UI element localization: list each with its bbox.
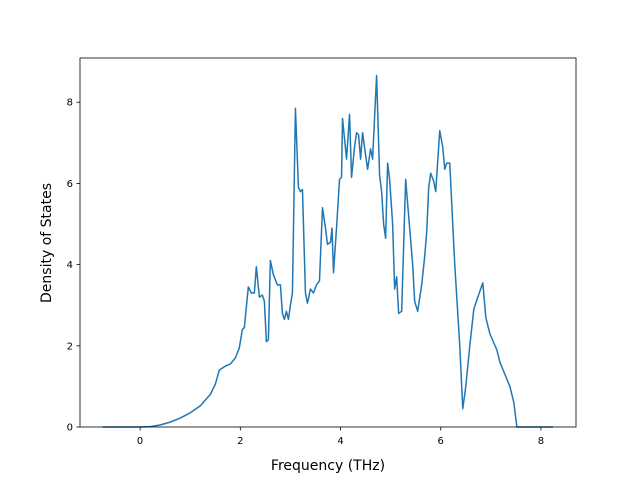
x-axis-title: Frequency (THz) [271,458,385,474]
x-tick-label: 0 [137,436,143,447]
y-tick-label: 2 [67,341,73,352]
x-tick-label: 6 [438,436,444,447]
y-tick-label: 0 [67,423,73,434]
y-tick-label: 8 [67,98,73,109]
x-tick-label: 8 [538,436,544,447]
y-tick-label: 4 [67,260,73,271]
plot-frame [79,57,577,428]
y-axis-title: Density of States [39,183,55,303]
x-tick-label: 4 [337,436,343,447]
y-tick-label: 6 [67,179,73,190]
line-series [102,74,553,428]
x-tick-label: 2 [237,436,243,447]
